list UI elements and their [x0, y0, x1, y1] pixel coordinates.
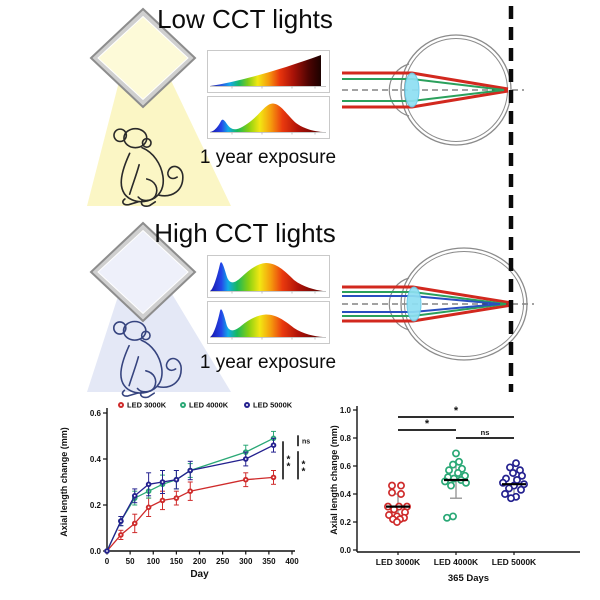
- spectrum-incandescent-icon: [207, 50, 330, 93]
- scatter-ylabel: Axial length change (mm): [329, 425, 339, 535]
- spectrum-warm-led-icon: [207, 96, 330, 139]
- line-chart-ylabel: Axial length change (mm): [59, 427, 69, 537]
- svg-text:LED 4000K: LED 4000K: [189, 401, 229, 410]
- svg-text:LED 5000K: LED 5000K: [492, 557, 537, 567]
- high-exposure-label: 1 year exposure: [199, 352, 337, 373]
- low-cct-panel: [87, 7, 524, 208]
- svg-text:100: 100: [147, 557, 161, 566]
- svg-text:0.2: 0.2: [340, 518, 352, 527]
- svg-text:ns: ns: [302, 438, 310, 445]
- high-cct-panel: [87, 221, 534, 399]
- lens-icon: [404, 72, 420, 108]
- scatter-xlabel: 365 Days: [448, 573, 489, 584]
- svg-text:1.0: 1.0: [340, 406, 352, 415]
- svg-text:400: 400: [285, 557, 299, 566]
- svg-text:300: 300: [239, 557, 253, 566]
- svg-text:*: *: [287, 461, 291, 472]
- scatter-group-led-5000k: [499, 459, 528, 503]
- svg-text:250: 250: [216, 557, 230, 566]
- svg-text:0.4: 0.4: [340, 490, 352, 499]
- cornea-outline: [388, 63, 410, 117]
- line-series-led-5000k: [104, 437, 277, 554]
- eye-diagram-high: [342, 247, 534, 361]
- ceiling-lamp-low-icon: [89, 7, 197, 109]
- svg-text:*: *: [287, 454, 291, 465]
- svg-text:*: *: [302, 459, 306, 470]
- svg-text:*: *: [425, 418, 430, 430]
- spectrum-cool-led-2-icon: [207, 301, 330, 344]
- svg-text:LED 5000K: LED 5000K: [253, 401, 293, 410]
- line-chart-legend: LED 3000K LED 4000K LED 5000K: [118, 401, 293, 410]
- line-chart-significance: **ns**: [282, 435, 310, 480]
- ceiling-lamp-high-icon: [89, 221, 197, 323]
- scatter-group-led-3000k: [384, 481, 411, 526]
- svg-text:350: 350: [262, 557, 276, 566]
- svg-text:*: *: [454, 405, 459, 417]
- svg-text:ns: ns: [481, 428, 490, 437]
- axial-length-line-chart: 0 50 100 150 200 250 300 350 400 0.0 0.2 0.4 0.6 Day A…: [59, 401, 310, 581]
- lens-icon: [406, 286, 422, 322]
- cornea-outline: [388, 277, 410, 331]
- low-exposure-label: 1 year exposure: [199, 147, 337, 168]
- scatter-ticks: 0.0 0.2 0.4 0.6 0.8 1.0 LED 3000K LED 4000K LED …: [340, 406, 537, 567]
- svg-text:150: 150: [170, 557, 184, 566]
- svg-text:0.0: 0.0: [340, 546, 352, 555]
- high-cct-title: High CCT lights: [154, 218, 336, 248]
- scatter-axes: [356, 406, 580, 553]
- axial-length-scatter-chart: 0.0 0.2 0.4 0.6 0.8 1.0 LED 3000K LED 4000K LED …: [329, 405, 580, 584]
- svg-text:LED 3000K: LED 3000K: [376, 557, 421, 567]
- scatter-group-led-4000k: [441, 449, 470, 522]
- svg-text:0: 0: [105, 557, 110, 566]
- svg-text:0.4: 0.4: [90, 455, 102, 464]
- line-series-led-3000k: [104, 470, 277, 554]
- svg-text:0.0: 0.0: [90, 547, 102, 556]
- spectrum-cool-led-1-icon: [207, 255, 330, 298]
- scatter-significance: * * ns: [398, 405, 514, 439]
- line-chart-ticks: 0 50 100 150 200 250 300 350 400 0.0 0.2 0.4 0.6: [90, 409, 299, 566]
- light-beam-high: [87, 284, 231, 392]
- line-chart-axes: [106, 408, 295, 552]
- svg-text:50: 50: [126, 557, 135, 566]
- eye-diagram-low: [342, 34, 524, 146]
- svg-text:0.6: 0.6: [340, 462, 352, 471]
- svg-text:0.2: 0.2: [90, 501, 102, 510]
- svg-text:0.8: 0.8: [340, 434, 352, 443]
- svg-text:LED 3000K: LED 3000K: [127, 401, 167, 410]
- line-chart-xlabel: Day: [190, 569, 209, 580]
- svg-text:200: 200: [193, 557, 207, 566]
- svg-text:*: *: [302, 466, 306, 477]
- low-cct-title: Low CCT lights: [157, 4, 333, 34]
- svg-text:0.6: 0.6: [90, 409, 102, 418]
- svg-text:LED 4000K: LED 4000K: [434, 557, 479, 567]
